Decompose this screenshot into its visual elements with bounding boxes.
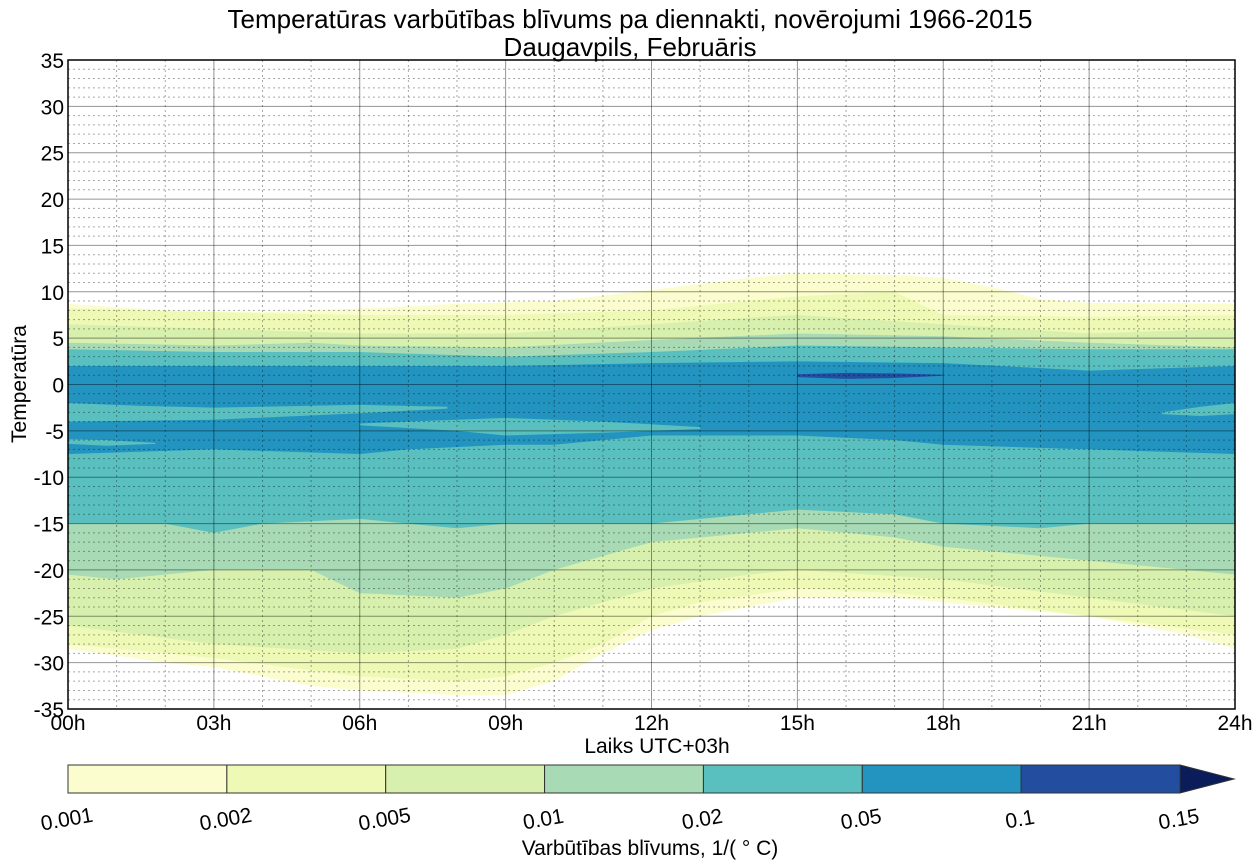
colorbar-tick-labels: 0.001 0.002 0.005 0.01 0.02 0.05 0.1 0.15 bbox=[39, 804, 1201, 836]
contour-band-0_02-hole bbox=[68, 439, 156, 446]
x-tick-label: 21h bbox=[1072, 712, 1107, 735]
colorbar-segment bbox=[385, 764, 546, 794]
x-tick-labels: 00h 03h 06h 09h 12h 15h 18h 21h 24h bbox=[50, 712, 1252, 735]
y-tick-label: -15 bbox=[34, 514, 64, 537]
colorbar-tick-label: 0.05 bbox=[839, 805, 883, 835]
y-tick-label: -25 bbox=[34, 606, 64, 629]
x-tick-label: 03h bbox=[196, 712, 231, 735]
y-tick-label: -35 bbox=[34, 699, 64, 722]
y-tick-label: 15 bbox=[41, 235, 64, 258]
colorbar-tick-label: 0.1 bbox=[1004, 806, 1037, 834]
contour-bands bbox=[68, 273, 1235, 696]
contour-band-0_1 bbox=[797, 372, 944, 379]
y-tick-label: -5 bbox=[45, 421, 64, 444]
colorbar-segment bbox=[1020, 764, 1181, 794]
colorbar-label: Varbūtības blīvums, 1/( ° C) bbox=[522, 837, 779, 860]
colorbar-segment bbox=[544, 764, 704, 794]
y-tick-label: 10 bbox=[41, 282, 64, 305]
contour-band-0_02-hole bbox=[1162, 403, 1235, 417]
contour-band-0_02-hole bbox=[68, 403, 448, 422]
chart-title: Temperatūras varbūtības blīvums pa dienn… bbox=[227, 4, 1032, 34]
x-tick-label: 15h bbox=[780, 712, 815, 735]
colorbar-tick-label: 0.15 bbox=[1157, 805, 1201, 835]
colorbar bbox=[67, 764, 1236, 794]
y-axis-label: Temperatūra bbox=[8, 325, 31, 443]
x-tick-label: 09h bbox=[488, 712, 523, 735]
y-tick-label: -10 bbox=[34, 467, 64, 490]
colorbar-tick-label: 0.01 bbox=[521, 805, 565, 835]
x-tick-label: 00h bbox=[50, 712, 85, 735]
y-tick-label: -30 bbox=[34, 653, 64, 676]
plot-frame bbox=[67, 59, 1236, 710]
colorbar-segment bbox=[702, 764, 863, 794]
y-tick-label: 30 bbox=[41, 96, 64, 119]
contour-band-0_02-hole bbox=[359, 417, 701, 436]
y-tick-label: 35 bbox=[41, 50, 64, 73]
colorbar-segment bbox=[226, 764, 387, 794]
y-tick-label: 0 bbox=[52, 375, 64, 398]
colorbar-tick-label: 0.02 bbox=[680, 805, 724, 835]
colorbar-segment bbox=[67, 764, 228, 794]
colorbar-extend-arrow bbox=[1179, 764, 1236, 794]
chart-subtitle: Daugavpils, Februāris bbox=[504, 32, 757, 62]
x-tick-label: 06h bbox=[342, 712, 377, 735]
y-tick-labels: 35 30 25 20 15 10 5 0 -5 -10 -15 -20 -25 -30 -35 bbox=[34, 50, 64, 722]
colorbar-tick-label: 0.005 bbox=[357, 804, 413, 836]
y-tick-label: 5 bbox=[52, 328, 64, 351]
y-tick-label: 25 bbox=[41, 143, 64, 166]
x-tick-label: 24h bbox=[1217, 712, 1252, 735]
contour-band-0_05 bbox=[68, 361, 1235, 455]
colorbar-segment bbox=[861, 764, 1022, 794]
colorbar-tick-label: 0.001 bbox=[39, 804, 95, 836]
x-tick-label: 12h bbox=[634, 712, 669, 735]
x-axis-label: Laiks UTC+03h bbox=[584, 735, 729, 758]
colorbar-tick-label: 0.002 bbox=[198, 804, 254, 836]
y-tick-label: -20 bbox=[34, 560, 64, 583]
y-tick-label: 20 bbox=[41, 189, 64, 212]
x-tick-label: 18h bbox=[926, 712, 961, 735]
